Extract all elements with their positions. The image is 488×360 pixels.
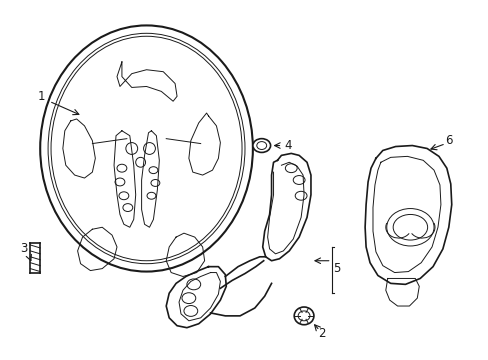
Ellipse shape [294, 307, 313, 325]
Text: 2: 2 [317, 327, 325, 340]
Ellipse shape [252, 139, 270, 152]
Text: 5: 5 [333, 262, 340, 275]
Text: 4: 4 [284, 139, 291, 152]
Text: 3: 3 [20, 242, 27, 255]
Ellipse shape [48, 33, 244, 264]
Text: 1: 1 [38, 90, 45, 103]
Text: 6: 6 [444, 134, 451, 147]
